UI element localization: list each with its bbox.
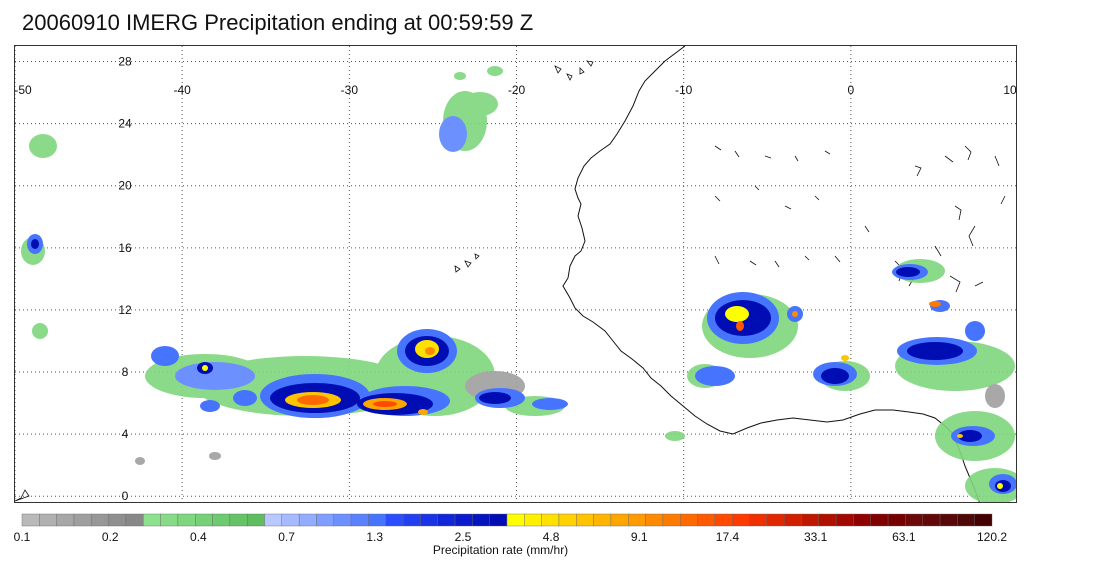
chart-title: 20060910 IMERG Precipitation ending at 0… [22, 10, 534, 35]
colorbar-swatch [73, 513, 92, 527]
colorbar-swatch [766, 513, 785, 527]
colorbar-tick-label: 1.3 [366, 530, 384, 544]
colorbar-swatch [974, 513, 993, 527]
colorbar-swatch [212, 513, 231, 527]
colorbar-tick-label: 17.4 [715, 530, 740, 544]
colorbar-swatch [697, 513, 716, 527]
colorbar-tick-label: 0.2 [101, 530, 119, 544]
colorbar-swatch [835, 513, 854, 527]
colorbar-swatch [316, 513, 334, 527]
axis-labels: -50 -40 -30 -20 -10 0 10 28 24 20 16 12 8 4 0 [15, 55, 1017, 503]
colorbar-swatch [368, 513, 386, 527]
colorbar-swatch [333, 513, 352, 527]
longitude-label: -30 [341, 83, 359, 97]
longitude-label: -40 [173, 83, 191, 97]
colorbar-swatch [905, 513, 923, 527]
latitude-label: 16 [118, 241, 132, 255]
colorbar-swatch [645, 513, 664, 527]
colorbar-tick-label: 33.1 [803, 530, 828, 544]
colorbar-swatch [818, 513, 837, 527]
latitude-label: 24 [118, 117, 132, 131]
colorbar-swatch [662, 513, 681, 527]
colorbar-swatch [558, 513, 577, 527]
precipitation-map: -50 -40 -30 -20 -10 0 10 28 24 20 16 12 8 4 0 [14, 45, 1017, 503]
colorbar-swatch [489, 513, 508, 527]
colorbar-tick-label: 120.2 [976, 530, 1008, 544]
colorbar-swatch [437, 513, 456, 527]
colorbar-swatch [125, 513, 144, 527]
colorbar-swatch [853, 513, 871, 527]
colorbar-swatch [524, 513, 542, 527]
colorbar-tick-labels: 0.1 0.2 0.4 0.7 1.3 2.5 4.8 9.1 17.4 33.1 63.1 120.… [0, 530, 1101, 544]
longitude-label: 10 [1003, 83, 1017, 97]
colorbar-swatch [385, 513, 404, 527]
colorbar-swatch [731, 513, 750, 527]
colorbar-swatch [264, 513, 283, 527]
colorbar-title: Precipitation rate (mm/hr) [432, 543, 569, 557]
colorbar-swatch [957, 513, 975, 527]
latitude-label: 20 [118, 179, 132, 193]
colorbar-swatch [870, 513, 889, 527]
precipitation-field [21, 66, 1016, 502]
longitude-label: 0 [847, 83, 854, 97]
colorbar-swatch [628, 513, 646, 527]
moderate-rain-areas [27, 116, 1016, 494]
colorbar-swatch [108, 513, 127, 527]
colorbar-tick-label: 9.1 [630, 530, 648, 544]
colorbar-swatch [593, 513, 612, 527]
colorbar-swatch [281, 513, 300, 527]
colorbar-swatch [21, 513, 40, 527]
latitude-label: 28 [118, 55, 132, 69]
colorbar-swatch [420, 513, 438, 527]
colorbar-swatch [454, 513, 473, 527]
colorbar-swatch [402, 513, 421, 527]
colorbar-swatch [39, 513, 57, 527]
inland-water-outlines [714, 145, 1006, 293]
island-outlines [15, 60, 594, 502]
latitude-label: 0 [122, 489, 129, 503]
graticule [15, 46, 1016, 502]
colorbar-swatch [610, 513, 629, 527]
coastline [15, 46, 1006, 502]
colorbar-swatch [56, 513, 75, 527]
colorbar-tick-label: 0.4 [190, 530, 207, 544]
colorbar-swatch [229, 513, 248, 527]
colorbar-swatch [177, 513, 196, 527]
latitude-label: 8 [122, 365, 129, 379]
colorbar-swatch [541, 513, 560, 527]
latitude-label: 12 [118, 303, 132, 317]
colorbar-tick-label: 63.1 [892, 530, 916, 544]
colorbar-tick-label: 4.8 [542, 530, 560, 544]
colorbar-swatch [939, 513, 958, 527]
africa-coastline [562, 46, 980, 502]
colorbar-tick-label: 2.5 [454, 530, 472, 544]
colorbar-tick-label: 0.7 [278, 530, 295, 544]
colorbar-swatch [246, 513, 265, 527]
colorbar-swatch [195, 513, 213, 527]
colorbar-swatch [472, 513, 490, 527]
longitude-label: -50 [15, 83, 32, 97]
colorbar-swatch [922, 513, 941, 527]
colorbar-swatch [680, 513, 698, 527]
colorbar-swatch [143, 513, 161, 527]
colorbar-swatch [749, 513, 768, 527]
longitude-label: -20 [508, 83, 526, 97]
colorbar-swatch [506, 513, 525, 527]
colorbar-swatch [801, 513, 819, 527]
colorbar-swatch [298, 513, 317, 527]
map-canvas: -50 -40 -30 -20 -10 0 10 28 24 20 16 12 8 4 0 [15, 46, 1017, 503]
colorbar-swatch [714, 513, 733, 527]
longitude-label: -10 [675, 83, 693, 97]
colorbar-tick-label: 0.1 [13, 530, 31, 544]
colorbar-swatch [783, 513, 802, 527]
colorbar-swatch [91, 513, 109, 527]
colorbar [21, 513, 993, 527]
colorbar-swatch [576, 513, 594, 527]
intense-rain-cores [202, 301, 1003, 489]
colorbar-swatch [350, 513, 369, 527]
colorbar-swatch [887, 513, 906, 527]
latitude-label: 4 [122, 427, 129, 441]
light-rain-areas [21, 66, 1016, 502]
colorbar-swatch [160, 513, 179, 527]
